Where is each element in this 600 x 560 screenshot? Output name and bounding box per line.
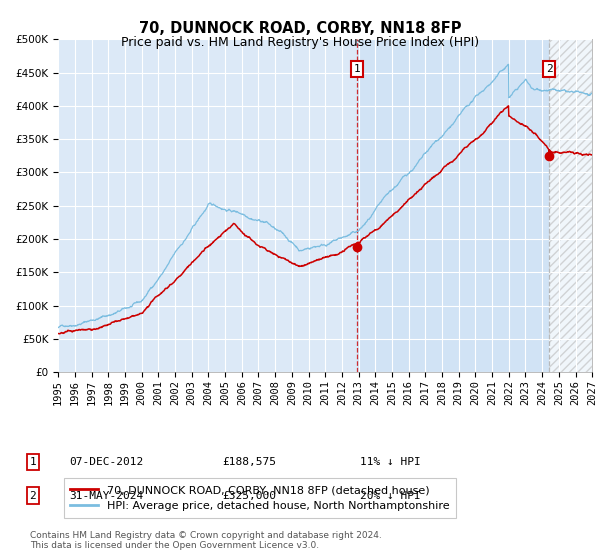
Text: 1: 1 [29, 457, 37, 467]
Text: 1: 1 [354, 64, 361, 74]
Text: 2: 2 [546, 64, 553, 74]
Text: 70, DUNNOCK ROAD, CORBY, NN18 8FP: 70, DUNNOCK ROAD, CORBY, NN18 8FP [139, 21, 461, 36]
Text: 11% ↓ HPI: 11% ↓ HPI [360, 457, 421, 467]
Text: 2: 2 [29, 491, 37, 501]
Text: 07-DEC-2012: 07-DEC-2012 [69, 457, 143, 467]
Legend: 70, DUNNOCK ROAD, CORBY, NN18 8FP (detached house), HPI: Average price, detached: 70, DUNNOCK ROAD, CORBY, NN18 8FP (detac… [64, 478, 457, 517]
Text: £325,000: £325,000 [222, 491, 276, 501]
Text: 31-MAY-2024: 31-MAY-2024 [69, 491, 143, 501]
Text: Contains HM Land Registry data © Crown copyright and database right 2024.
This d: Contains HM Land Registry data © Crown c… [30, 531, 382, 550]
Text: 20% ↓ HPI: 20% ↓ HPI [360, 491, 421, 501]
Text: Price paid vs. HM Land Registry's House Price Index (HPI): Price paid vs. HM Land Registry's House … [121, 36, 479, 49]
Bar [549, 39, 592, 372]
Text: £188,575: £188,575 [222, 457, 276, 467]
Bar [357, 39, 549, 372]
